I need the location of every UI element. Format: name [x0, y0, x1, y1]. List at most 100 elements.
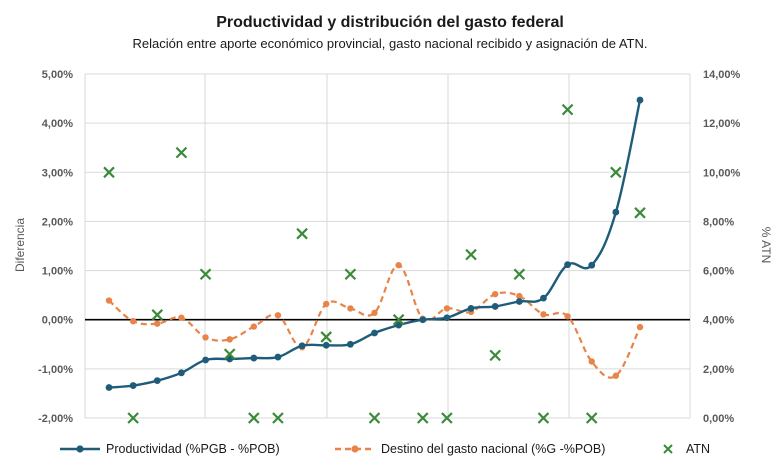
atn-point [489, 349, 501, 362]
left-tick-label: 0,00% [42, 315, 73, 327]
left-tick-label: 2,00% [42, 216, 73, 228]
legend-marker-atn [663, 444, 673, 454]
atn-point [392, 313, 405, 326]
right-tick-label: 8,00% [703, 216, 734, 228]
atn-point [513, 268, 526, 281]
right-tick-label: 12,00% [703, 118, 741, 130]
productividad-point [588, 261, 596, 269]
productividad-point [395, 321, 403, 329]
productividad-point [467, 305, 475, 312]
right-tick-label: 2,00% [703, 364, 734, 376]
atn-point [296, 227, 308, 240]
productividad-point [491, 303, 499, 310]
legend-item-atn: ATN [663, 442, 710, 456]
atn-point [199, 268, 212, 281]
atn-point [537, 412, 550, 424]
productividad-line [108, 99, 642, 389]
destino-point [154, 320, 161, 327]
destino-point [178, 314, 185, 321]
productividad-point [274, 353, 282, 361]
legend-label-productividad: Productividad (%PGB - %POB) [106, 442, 280, 456]
productividad-point [250, 354, 258, 362]
productividad-point [202, 356, 209, 364]
y-axis-label: Diferencia [13, 218, 27, 272]
left-axis-ticks: -2,00% -1,00% 0,00% 1,00% 2,00% 3,00% 4,00% 5,0… [38, 69, 73, 425]
destino-point [612, 372, 620, 379]
productividad-point [540, 294, 547, 302]
destino-point [540, 311, 547, 318]
productividad-point [419, 316, 427, 324]
left-tick-label: 4,00% [42, 118, 73, 130]
legend-label-atn: ATN [686, 442, 710, 456]
y2-axis-label: % ATN [759, 227, 773, 263]
left-tick-label: 5,00% [42, 69, 73, 81]
legend-item-productividad: Productividad (%PGB - %POB) [60, 442, 280, 456]
destino-point [588, 358, 595, 365]
atn-point [272, 412, 284, 424]
destino-point [250, 323, 258, 330]
grid-layer [84, 73, 691, 419]
atn-point [368, 412, 381, 424]
legend-label-destino: Destino del gasto nacional (%G -%POB) [381, 442, 605, 456]
productividad-point [298, 342, 306, 350]
atn-point [441, 412, 453, 424]
destino-point [274, 312, 282, 319]
destino-point [323, 300, 330, 308]
right-tick-label: 10,00% [703, 167, 741, 179]
legend-marker-destino [351, 445, 359, 453]
chart-title: Productividad y distribución del gasto f… [216, 14, 564, 31]
destino-point [202, 334, 209, 341]
right-tick-label: 6,00% [703, 266, 734, 278]
productividad-point [564, 261, 571, 269]
legend-marker-productividad [76, 445, 84, 453]
destino-point [129, 317, 137, 325]
right-axis-ticks: 0,00% 2,00% 4,00% 6,00% 8,00% 10,00% 12,00% 14,… [703, 69, 741, 425]
destino-point [636, 323, 644, 331]
atn-point [151, 309, 164, 321]
destino-point [516, 292, 523, 300]
productividad-point [322, 341, 330, 349]
atn-point [585, 412, 598, 424]
destino-point [395, 261, 402, 269]
atn-point [634, 207, 646, 219]
atn-point [248, 412, 260, 424]
atn-point [223, 348, 236, 360]
productividad-point [371, 329, 378, 337]
left-tick-label: -1,00% [38, 364, 73, 376]
destino-point [491, 290, 499, 298]
destino-point [226, 336, 233, 343]
atn-point [127, 412, 139, 424]
atn-point [344, 268, 357, 281]
productividad-point [129, 382, 137, 389]
productividad-point [105, 384, 113, 391]
right-tick-label: 0,00% [703, 413, 734, 425]
productividad-point [612, 208, 620, 216]
atn-point [320, 331, 333, 343]
productividad-point [178, 369, 185, 377]
legend: Productividad (%PGB - %POB) Destino del … [60, 442, 710, 456]
atn-point [416, 412, 429, 424]
series-layer [103, 96, 646, 424]
atn-point [465, 248, 477, 261]
destino-point [347, 305, 354, 312]
atn-point [103, 166, 115, 179]
right-tick-label: 4,00% [703, 315, 734, 327]
legend-item-destino: Destino del gasto nacional (%G -%POB) [335, 442, 605, 456]
destino-line [108, 264, 641, 379]
left-tick-label: 3,00% [42, 167, 73, 179]
productividad-point [153, 377, 161, 385]
productividad-point [346, 340, 354, 348]
atn-point [175, 146, 188, 159]
atn-point [610, 166, 622, 179]
productividad-point [636, 96, 644, 104]
productividad-point [443, 314, 451, 322]
destino-point [443, 305, 451, 312]
right-tick-label: 14,00% [703, 69, 741, 81]
productividad-point [515, 298, 523, 305]
left-tick-label: 1,00% [42, 266, 73, 278]
chart-subtitle: Relación entre aporte económico provinci… [133, 36, 648, 51]
destino-point [371, 309, 378, 317]
left-tick-label: -2,00% [38, 413, 73, 425]
